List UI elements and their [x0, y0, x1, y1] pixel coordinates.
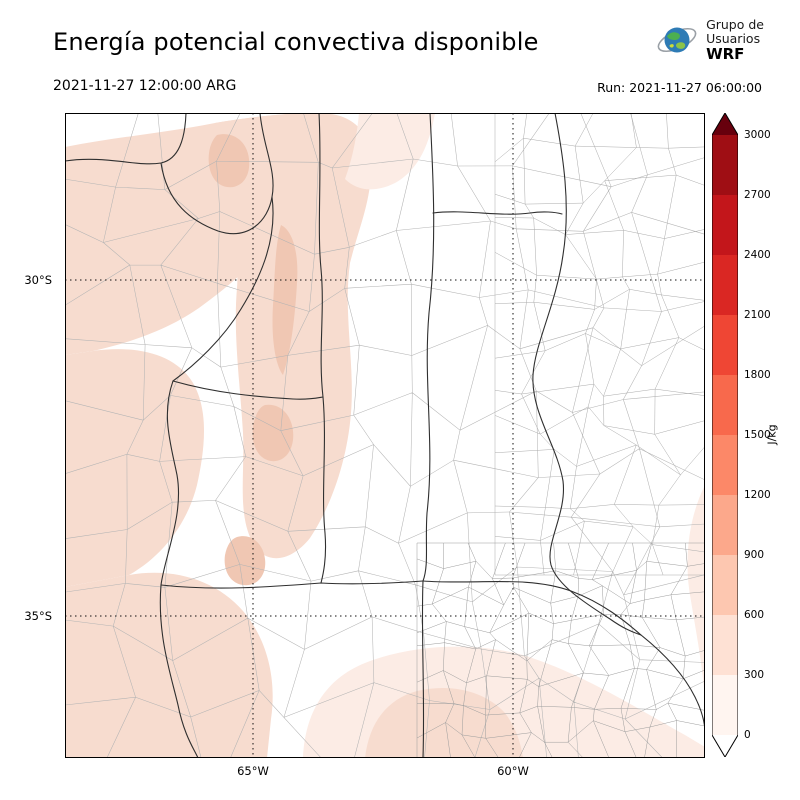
- logo-text-line1: Grupo de: [706, 17, 764, 32]
- cape-shade-region: [65, 349, 204, 587]
- cape-shade-region: [317, 113, 435, 190]
- colorbar-band: [712, 615, 738, 675]
- colorbar-band: [712, 195, 738, 255]
- colorbar-band: [712, 675, 738, 735]
- valid-time-label: 2021-11-27 12:00:00 ARG: [53, 78, 237, 94]
- colorbar-band: [712, 555, 738, 615]
- lat-tick-35s: 35°S: [24, 609, 52, 623]
- colorbar-tick-label: 2700: [744, 189, 771, 201]
- colorbar-tick-label: 2100: [744, 309, 771, 321]
- colorbar-band: [712, 315, 738, 375]
- cape-shade-region: [215, 113, 371, 559]
- cape-shade-region: [272, 225, 298, 375]
- cape-shade-region: [208, 134, 250, 188]
- colorbar: [711, 112, 739, 758]
- page-title: Energía potencial convectiva disponible: [53, 28, 539, 56]
- colorbar-tick-label: 1500: [744, 429, 771, 441]
- colorbar-tick-label: 2400: [744, 249, 771, 261]
- cape-shade-region: [687, 485, 705, 701]
- cape-shading-layer: [65, 113, 705, 758]
- colorbar-tick-label: 900: [744, 549, 765, 561]
- run-time-label: Run: 2021-11-27 06:00:00: [597, 80, 762, 95]
- colorbar-band: [712, 135, 738, 195]
- globe-icon: [657, 27, 697, 53]
- colorbar-tick-label: 300: [744, 669, 765, 681]
- colorbar-band: [712, 255, 738, 315]
- department-boundaries: [416, 542, 706, 759]
- cape-shade-region: [252, 404, 294, 462]
- lon-tick-65w: 65°W: [237, 764, 269, 778]
- colorbar-tick-label: 600: [744, 609, 765, 621]
- cape-shade-region: [365, 687, 523, 758]
- colorbar-svg: [711, 112, 739, 758]
- colorbar-under-arrow: [712, 735, 738, 757]
- colorbar-tick-label: 1800: [744, 369, 771, 381]
- colorbar-unit-label: J/kg: [765, 424, 779, 445]
- lat-tick-30s: 30°S: [24, 273, 52, 287]
- colorbar-band: [712, 435, 738, 495]
- colorbar-bands: [712, 135, 738, 735]
- map-canvas: [64, 112, 706, 759]
- colorbar-tick-label: 3000: [744, 129, 771, 141]
- province-boundaries: [64, 112, 706, 759]
- colorbar-over-arrow: [712, 113, 738, 135]
- map-svg: [64, 112, 706, 759]
- map-border: [65, 113, 705, 758]
- latlon-gridlines: [65, 113, 705, 758]
- logo-text: Grupo de Usuarios WRF: [706, 18, 764, 63]
- logo-text-line2: Usuarios: [706, 31, 761, 46]
- department-boundaries: [494, 112, 706, 576]
- colorbar-band: [712, 495, 738, 555]
- colorbar-band: [712, 375, 738, 435]
- cape-shade-region: [224, 536, 266, 586]
- colorbar-tick-label: 1200: [744, 489, 771, 501]
- wrf-logo: Grupo de Usuarios WRF: [656, 18, 764, 63]
- logo-text-wrf: WRF: [706, 45, 745, 63]
- lon-tick-60w: 60°W: [497, 764, 529, 778]
- colorbar-tick-label: 0: [744, 729, 751, 741]
- cape-shade-region: [65, 572, 273, 758]
